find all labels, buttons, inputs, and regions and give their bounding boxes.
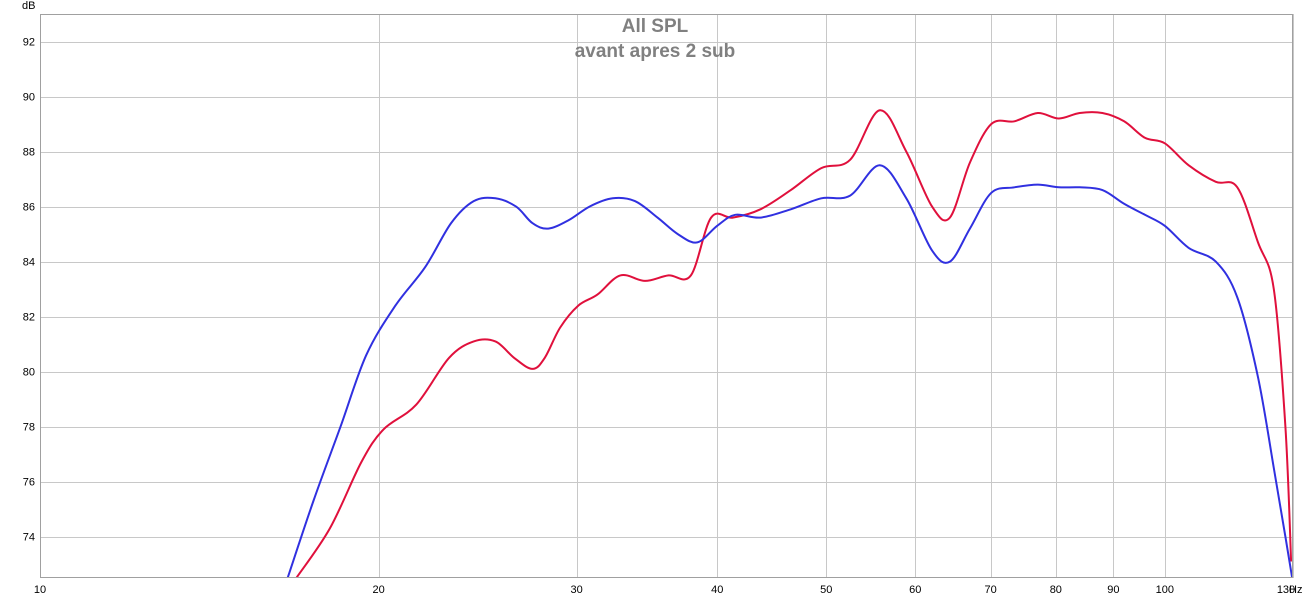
x-tick-label: 40 bbox=[711, 584, 723, 596]
y-tick-label: 92 bbox=[23, 37, 35, 49]
y-unit-label: dB bbox=[22, 0, 35, 12]
x-tick-label: 20 bbox=[372, 584, 384, 596]
chart-title: All SPL bbox=[622, 16, 689, 37]
x-tick-label: 70 bbox=[984, 584, 996, 596]
y-tick-label: 80 bbox=[23, 367, 35, 379]
grid-lines bbox=[40, 14, 1294, 578]
series-line-2 bbox=[286, 164, 1293, 578]
x-tick-label: 50 bbox=[820, 584, 832, 596]
y-tick-label: 76 bbox=[23, 477, 35, 489]
y-tick-label: 82 bbox=[23, 312, 35, 324]
y-tick-label: 88 bbox=[23, 147, 35, 159]
y-tick-label: 86 bbox=[23, 202, 35, 214]
y-tick-label: 78 bbox=[23, 422, 35, 434]
series-line-1 bbox=[295, 109, 1293, 578]
x-tick-label: 80 bbox=[1050, 584, 1062, 596]
chart-subtitle: avant apres 2 sub bbox=[575, 41, 736, 62]
x-tick-label: 10 bbox=[34, 584, 46, 596]
plot-area bbox=[40, 14, 1293, 578]
x-tick-label: 30 bbox=[571, 584, 583, 596]
y-tick-label: 90 bbox=[23, 92, 35, 104]
x-tick-label: 90 bbox=[1107, 584, 1119, 596]
y-tick-label: 84 bbox=[23, 257, 35, 269]
x-unit-label: Hz bbox=[1289, 584, 1302, 596]
x-tick-label: 100 bbox=[1156, 584, 1174, 596]
y-tick-labels: 74 76 78 80 82 84 86 88 90 92 bbox=[23, 37, 35, 544]
series-layer bbox=[286, 109, 1293, 578]
x-tick-label: 60 bbox=[909, 584, 921, 596]
plot-border bbox=[40, 14, 1293, 578]
x-tick-label: 130 bbox=[1277, 584, 1295, 596]
x-tick-labels: 10 20 30 40 50 60 70 80 90 100 130 bbox=[34, 584, 1295, 596]
y-tick-label: 74 bbox=[23, 532, 35, 544]
